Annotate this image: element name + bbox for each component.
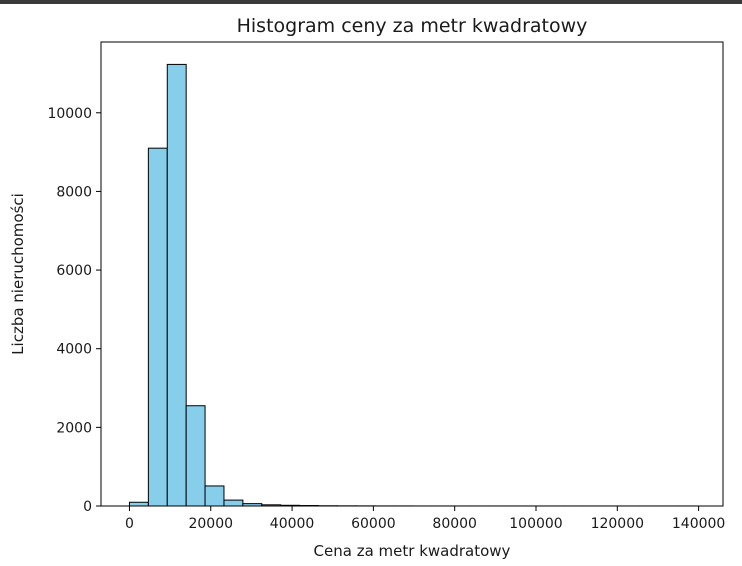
x-tick-label: 80000	[432, 516, 477, 532]
y-tick-label: 8000	[56, 184, 92, 200]
y-tick-label: 0	[83, 499, 92, 515]
x-tick-label: 140000	[672, 516, 725, 532]
y-tick-label: 10000	[47, 106, 92, 122]
histogram-bar-5	[223, 499, 244, 507]
y-tick-label: 2000	[56, 420, 92, 436]
window-top-strip	[0, 0, 742, 4]
x-tick-label: 60000	[351, 516, 396, 532]
histogram-bar-1	[147, 147, 168, 507]
y-tick-label: 6000	[56, 263, 92, 279]
histogram-bar-2	[166, 63, 187, 507]
x-tick-label: 0	[125, 516, 134, 532]
chart-title: Histogram ceny za metr kwadratowy	[237, 15, 588, 37]
y-axis-label: Liczba nieruchomości	[9, 193, 27, 355]
x-tick-label: 40000	[270, 516, 315, 532]
histogram-bar-3	[185, 405, 206, 507]
y-axis-ticks: 0 2000 4000 6000 8000 10000	[47, 106, 101, 515]
x-axis-ticks: 0 20000 40000 60000 80000 100000 120000 140000	[125, 506, 725, 532]
x-tick-label: 100000	[509, 516, 562, 532]
histogram-bar-4	[204, 485, 225, 507]
y-tick-label: 4000	[56, 342, 92, 358]
x-axis-label: Cena za metr kwadratowy	[314, 542, 511, 560]
histogram-bar-0	[128, 501, 149, 507]
x-tick-label: 120000	[591, 516, 644, 532]
plot-frame	[100, 41, 724, 507]
bars-group	[128, 63, 698, 507]
x-tick-label: 20000	[188, 516, 233, 532]
